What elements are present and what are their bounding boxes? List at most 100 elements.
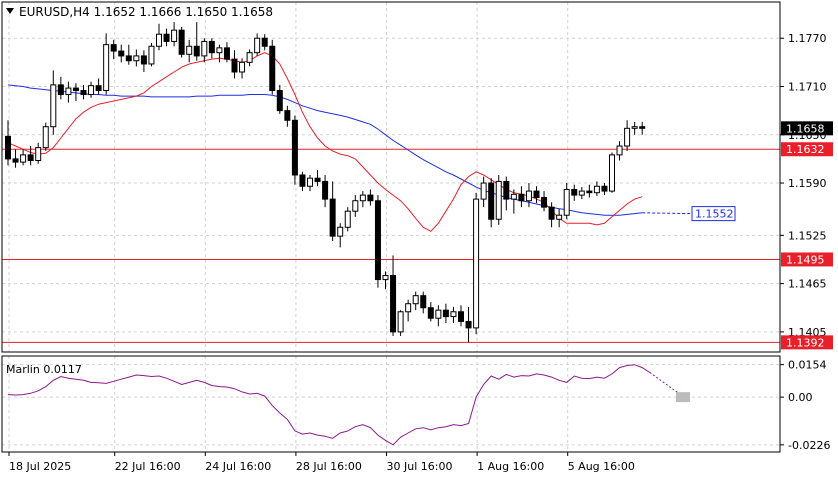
- candle-bear: [601, 185, 608, 192]
- candle-bull: [216, 47, 223, 54]
- candle-bear: [27, 154, 34, 162]
- candle-bull: [435, 309, 442, 319]
- candle-bear: [465, 320, 472, 329]
- candle-bear: [163, 33, 170, 42]
- candle-bear: [299, 174, 306, 187]
- y-tick-label: 1.1770: [788, 32, 827, 45]
- candle-bull: [412, 295, 419, 305]
- candle-bear: [442, 309, 449, 318]
- candle-bear: [322, 180, 329, 200]
- level-tag-label: 1.1495: [786, 253, 825, 266]
- candle-bear: [518, 193, 525, 202]
- candle-bear: [12, 158, 19, 163]
- candle-bull: [556, 214, 563, 220]
- candle-bull: [382, 275, 389, 281]
- marlin-line: [7, 364, 651, 446]
- collapse-triangle-icon[interactable]: [6, 8, 14, 14]
- level-tag: [781, 142, 833, 157]
- axis-labels: 1.17701.17101.16501.15901.15251.14651.14…: [9, 32, 833, 473]
- candle-bull: [593, 185, 600, 194]
- candle-bear: [367, 194, 374, 202]
- candle-bear: [541, 197, 548, 208]
- candle-bull: [133, 55, 140, 62]
- candle-bull: [609, 154, 615, 192]
- candle-bear: [118, 50, 125, 57]
- candle-bull: [50, 84, 57, 128]
- candle-bull: [397, 311, 404, 333]
- marlin-projection-marker: [676, 392, 690, 403]
- candle-bull: [450, 311, 457, 318]
- candle-bull: [246, 52, 253, 63]
- candle-bull: [307, 177, 313, 187]
- x-tick-label: 5 Aug 16:00: [568, 460, 635, 473]
- candle-bull: [42, 126, 49, 149]
- price-panel-frame: [1, 1, 781, 353]
- x-tick-label: 28 Jul 16:00: [296, 460, 362, 473]
- level-tag: [781, 335, 833, 350]
- candle-bear: [374, 200, 381, 281]
- candle-bear: [533, 190, 540, 199]
- candle-bull: [186, 45, 193, 55]
- candle-bull: [405, 303, 412, 313]
- candle-bear: [125, 55, 132, 62]
- level-tag: [781, 252, 833, 267]
- y-tick-label: 1.1525: [788, 229, 827, 242]
- candle-bull: [525, 190, 532, 202]
- candle-bear: [503, 180, 510, 200]
- candlesticks: [5, 22, 646, 343]
- y-tick-label: 1.1465: [788, 278, 827, 291]
- candle-bull: [103, 44, 110, 92]
- candle-bull: [148, 45, 155, 65]
- candle-bull: [337, 226, 344, 237]
- candle-bull: [473, 198, 480, 329]
- candle-bear: [261, 37, 268, 47]
- x-tick-label: 18 Jul 2025: [9, 460, 71, 473]
- candle-bull: [359, 194, 366, 202]
- indicator-tick-label: 0.00: [788, 391, 813, 404]
- candle-bull: [624, 127, 631, 147]
- candle-bear: [458, 311, 464, 322]
- candle-bear: [314, 177, 321, 182]
- candle-bull: [352, 200, 359, 212]
- moving-average-line: [7, 84, 643, 216]
- candle-bull: [88, 85, 95, 96]
- candle-bear: [488, 182, 495, 220]
- candle-bull: [171, 29, 178, 42]
- candle-bear: [208, 40, 215, 54]
- candle-bull: [578, 190, 585, 196]
- candle-bull: [65, 87, 72, 96]
- candle-bear: [291, 119, 298, 176]
- candle-bull: [35, 147, 42, 162]
- candle-bull: [20, 154, 27, 163]
- candle-bear: [548, 206, 555, 220]
- candle-bear: [140, 55, 147, 65]
- ma-projection-label: 1.1552: [695, 208, 734, 221]
- candle-bear: [72, 87, 79, 92]
- candle-bear: [420, 295, 427, 309]
- axes: [1, 1, 784, 456]
- candle-bull: [156, 33, 162, 47]
- candle-bear: [427, 307, 434, 319]
- candle-bear: [223, 47, 230, 60]
- candle-bear: [639, 126, 646, 129]
- candle-bear: [193, 45, 200, 57]
- ma-projection-box: [691, 206, 736, 222]
- level-tag-label: 1.1392: [786, 336, 825, 349]
- x-tick-label: 22 Jul 16:00: [115, 460, 181, 473]
- marlin-line: [7, 364, 690, 446]
- candle-bear: [231, 58, 238, 73]
- ma-projection: [642, 212, 693, 215]
- candle-bear: [95, 85, 102, 92]
- candle-bear: [57, 84, 64, 96]
- candle-bull: [563, 188, 570, 216]
- y-tick-label: 1.1710: [788, 80, 827, 93]
- candle-bull: [344, 210, 351, 228]
- candle-bear: [276, 90, 283, 112]
- indicator-grid: [2, 356, 780, 452]
- indicator-title: Marlin 0.0117: [6, 363, 82, 376]
- candle-bear: [390, 275, 397, 333]
- x-tick-label: 24 Jul 16:00: [205, 460, 271, 473]
- price-grid: [2, 2, 780, 352]
- marlin-projection: [649, 372, 685, 398]
